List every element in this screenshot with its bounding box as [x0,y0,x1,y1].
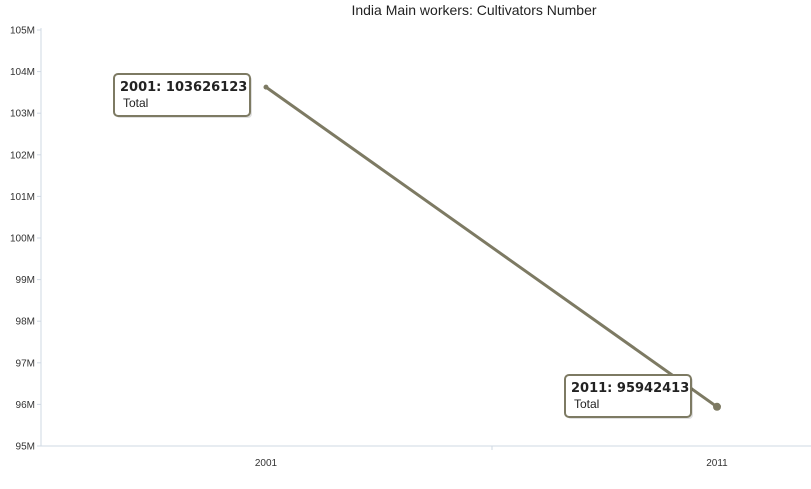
y-tick-label: 101M [10,192,35,203]
y-tick-label: 98M [16,317,35,328]
data-point[interactable] [263,84,269,90]
tooltip-value-text: 2001: 103626123 [120,80,247,95]
y-tick-label: 105M [10,26,35,37]
y-tick-label: 102M [10,150,35,161]
y-tick-label: 99M [16,275,35,286]
y-tick-label: 104M [10,67,35,78]
y-tick-label: 97M [16,358,35,369]
y-tick-label: 96M [16,400,35,411]
chart-title: India Main workers: Cultivators Number [351,2,596,18]
y-axis-ticks: 95M 96M 97M 98M 99M 100M 101M 102M 103M 104M 105M [10,26,41,453]
tooltip-series-text: Total [574,397,599,411]
x-tick-label: 2011 [706,458,728,469]
tooltip-value-text: 2011: 95942413 [571,381,689,396]
x-axis-ticks: 2001 2011 [255,446,728,469]
x-tick-label: 2001 [255,458,278,469]
data-point[interactable] [713,402,721,411]
y-tick-label: 100M [10,234,35,245]
series-layer [263,84,721,411]
tooltip-box [113,73,251,117]
tooltip-box [564,374,692,418]
tooltip-series-text: Total [123,96,148,110]
series-line-total [264,85,719,409]
y-tick-label: 103M [10,109,35,120]
y-tick-label: 95M [16,442,35,453]
